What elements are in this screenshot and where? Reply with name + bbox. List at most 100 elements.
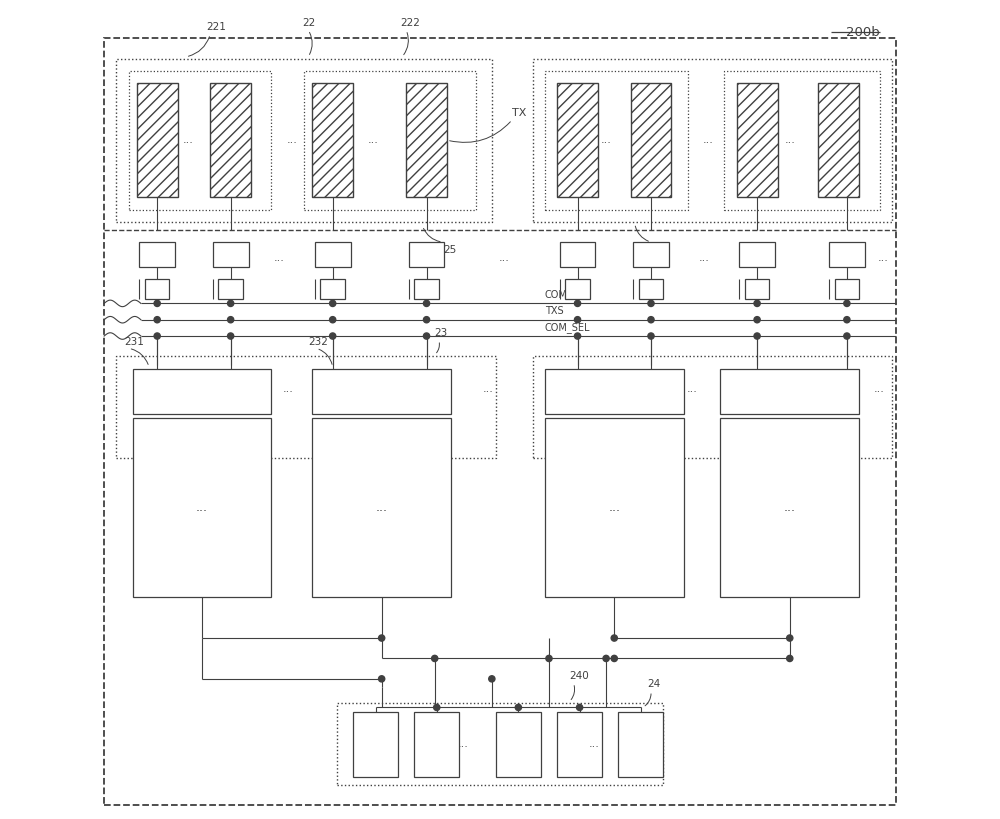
- Circle shape: [379, 635, 385, 641]
- Circle shape: [754, 317, 760, 323]
- Bar: [116, 58, 492, 222]
- Bar: [557, 83, 598, 197]
- Circle shape: [611, 635, 617, 641]
- Circle shape: [489, 676, 495, 682]
- Bar: [320, 279, 345, 299]
- Bar: [139, 242, 175, 267]
- Bar: [304, 70, 476, 210]
- Bar: [353, 712, 398, 776]
- Bar: [406, 83, 447, 197]
- Text: ...: ...: [282, 384, 293, 394]
- Circle shape: [515, 704, 521, 711]
- Bar: [545, 418, 684, 597]
- Text: 22: 22: [302, 18, 316, 29]
- Text: ...: ...: [458, 740, 469, 749]
- Bar: [312, 418, 451, 597]
- Text: ...: ...: [784, 135, 795, 145]
- Text: TXS: TXS: [545, 306, 564, 316]
- Bar: [213, 242, 249, 267]
- Circle shape: [228, 317, 234, 323]
- Bar: [414, 279, 439, 299]
- Text: ...: ...: [878, 254, 889, 264]
- Circle shape: [611, 655, 617, 662]
- Circle shape: [423, 333, 430, 339]
- Bar: [409, 242, 444, 267]
- Circle shape: [787, 655, 793, 662]
- Text: 200b: 200b: [846, 26, 880, 38]
- Text: 231: 231: [125, 337, 144, 346]
- Text: ...: ...: [482, 384, 493, 394]
- Circle shape: [154, 333, 160, 339]
- Text: ...: ...: [608, 501, 620, 514]
- Text: 21: 21: [647, 247, 660, 256]
- Bar: [218, 279, 243, 299]
- Circle shape: [844, 333, 850, 339]
- Bar: [315, 242, 351, 267]
- Text: 24: 24: [647, 680, 660, 690]
- Bar: [631, 83, 671, 197]
- Circle shape: [154, 317, 160, 323]
- Bar: [129, 70, 271, 210]
- Text: ...: ...: [368, 135, 379, 145]
- Text: ...: ...: [286, 135, 297, 145]
- Circle shape: [423, 317, 430, 323]
- Circle shape: [434, 704, 440, 711]
- Text: 23: 23: [435, 328, 448, 338]
- Bar: [633, 242, 669, 267]
- Text: ...: ...: [196, 501, 208, 514]
- Bar: [210, 83, 251, 197]
- Bar: [557, 712, 602, 776]
- Bar: [639, 279, 663, 299]
- Bar: [312, 369, 451, 414]
- Bar: [745, 279, 769, 299]
- Bar: [618, 712, 663, 776]
- Text: ...: ...: [699, 254, 709, 264]
- Bar: [720, 418, 859, 597]
- Text: TX: TX: [512, 108, 527, 118]
- Bar: [818, 83, 859, 197]
- Text: COM: COM: [545, 290, 568, 300]
- Bar: [737, 83, 778, 197]
- Text: ...: ...: [686, 384, 697, 394]
- Bar: [720, 369, 859, 414]
- Circle shape: [754, 301, 760, 306]
- Text: ...: ...: [376, 501, 388, 514]
- Text: ...: ...: [588, 740, 599, 749]
- Bar: [545, 70, 688, 210]
- Text: 221: 221: [206, 22, 226, 33]
- Bar: [533, 356, 892, 459]
- Text: 232: 232: [308, 337, 328, 346]
- Text: 25: 25: [443, 245, 456, 255]
- Text: 240: 240: [569, 672, 589, 681]
- Bar: [133, 418, 271, 597]
- Bar: [533, 58, 892, 222]
- Text: ...: ...: [183, 135, 194, 145]
- Text: ...: ...: [274, 254, 285, 264]
- Bar: [545, 369, 684, 414]
- Bar: [496, 712, 541, 776]
- Bar: [145, 279, 169, 299]
- Circle shape: [574, 301, 581, 306]
- Circle shape: [844, 317, 850, 323]
- Circle shape: [648, 333, 654, 339]
- Text: COM_SEL: COM_SEL: [545, 322, 590, 333]
- Circle shape: [648, 317, 654, 323]
- Circle shape: [574, 333, 581, 339]
- Text: 222: 222: [400, 18, 420, 29]
- Bar: [414, 712, 459, 776]
- Circle shape: [330, 301, 336, 306]
- Bar: [835, 279, 859, 299]
- Circle shape: [228, 333, 234, 339]
- Text: ...: ...: [784, 501, 796, 514]
- Circle shape: [648, 301, 654, 306]
- Bar: [137, 83, 178, 197]
- Text: ...: ...: [874, 384, 885, 394]
- Circle shape: [154, 301, 160, 306]
- Circle shape: [787, 635, 793, 641]
- Bar: [565, 279, 590, 299]
- Circle shape: [574, 317, 581, 323]
- Circle shape: [330, 333, 336, 339]
- Circle shape: [576, 704, 583, 711]
- Bar: [724, 70, 880, 210]
- Circle shape: [844, 301, 850, 306]
